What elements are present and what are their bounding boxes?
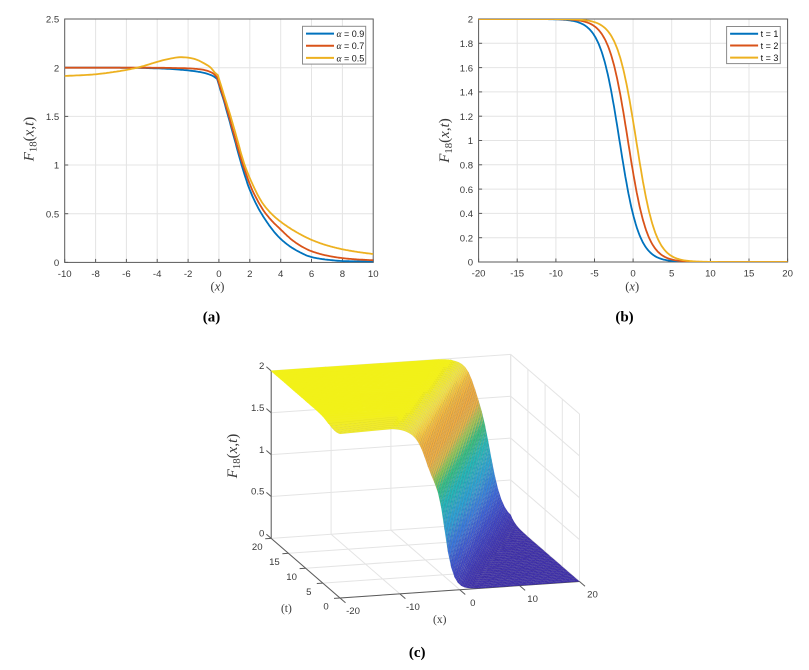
svg-text:2: 2 (468, 15, 473, 26)
svg-text:t = 2: t = 2 (761, 41, 779, 51)
svg-text:0: 0 (470, 598, 475, 609)
svg-text:2: 2 (259, 361, 264, 372)
svg-text:1.5: 1.5 (46, 112, 59, 123)
svg-text:0.8: 0.8 (460, 161, 473, 172)
svg-text:10: 10 (705, 269, 716, 280)
svg-text:20: 20 (782, 269, 793, 280)
svg-text:10: 10 (527, 594, 538, 605)
svg-text:6: 6 (309, 269, 314, 280)
svg-text:(x): (x) (625, 280, 639, 294)
svg-text:1.6: 1.6 (460, 63, 473, 74)
svg-text:0: 0 (216, 269, 221, 280)
svg-text:α = 0.7: α = 0.7 (337, 41, 365, 52)
svg-text:0: 0 (259, 529, 264, 540)
svg-text:4: 4 (278, 269, 284, 280)
svg-text:-5: -5 (590, 269, 599, 280)
svg-text:15: 15 (269, 557, 280, 568)
svg-text:2: 2 (54, 63, 59, 74)
svg-text:0: 0 (323, 602, 328, 613)
svg-text:1: 1 (259, 445, 264, 456)
svg-text:-4: -4 (153, 269, 162, 280)
svg-text:0: 0 (630, 269, 635, 280)
svg-text:(x): (x) (211, 280, 225, 294)
svg-text:-10: -10 (406, 602, 420, 613)
svg-text:F18(x,t): F18(x,t) (437, 118, 455, 164)
svg-text:1: 1 (54, 161, 59, 172)
svg-text:-10: -10 (58, 269, 72, 280)
svg-text:5: 5 (306, 587, 311, 598)
svg-text:0.2: 0.2 (460, 233, 473, 244)
svg-text:8: 8 (340, 269, 345, 280)
svg-text:20: 20 (587, 590, 598, 601)
svg-text:0.5: 0.5 (46, 209, 59, 220)
svg-text:0: 0 (468, 258, 473, 269)
svg-text:20: 20 (252, 542, 263, 553)
svg-text:t = 1: t = 1 (761, 29, 779, 39)
svg-text:15: 15 (744, 269, 755, 280)
svg-text:-8: -8 (91, 269, 100, 280)
svg-text:-15: -15 (510, 269, 524, 280)
svg-text:-20: -20 (472, 269, 486, 280)
svg-text:1.2: 1.2 (460, 112, 473, 123)
svg-text:1: 1 (468, 136, 473, 147)
svg-text:10: 10 (286, 572, 297, 583)
svg-text:(b): (b) (615, 310, 633, 326)
svg-text:1.8: 1.8 (460, 39, 473, 50)
svg-text:t = 3: t = 3 (761, 53, 779, 63)
svg-text:2.5: 2.5 (46, 15, 59, 26)
svg-text:2: 2 (247, 269, 252, 280)
svg-text:-20: -20 (346, 606, 360, 617)
svg-text:0: 0 (54, 258, 59, 269)
svg-text:F18(x,t): F18(x,t) (225, 434, 243, 480)
svg-text:5: 5 (669, 269, 674, 280)
svg-text:-2: -2 (184, 269, 193, 280)
svg-text:(a): (a) (203, 310, 221, 326)
svg-text:-6: -6 (122, 269, 131, 280)
svg-text:(t): (t) (281, 603, 292, 615)
svg-text:0.4: 0.4 (460, 209, 474, 220)
svg-text:α = 0.5: α = 0.5 (337, 53, 365, 64)
svg-text:(x): (x) (433, 614, 447, 626)
svg-text:0.5: 0.5 (251, 487, 264, 498)
svg-text:1.4: 1.4 (460, 88, 474, 99)
svg-text:-10: -10 (549, 269, 563, 280)
svg-text:α = 0.9: α = 0.9 (337, 29, 365, 40)
svg-text:F18(x,t): F18(x,t) (22, 117, 40, 163)
svg-text:0.6: 0.6 (460, 185, 473, 196)
svg-text:(c): (c) (409, 645, 426, 661)
svg-text:10: 10 (368, 269, 379, 280)
svg-text:1.5: 1.5 (251, 403, 264, 414)
